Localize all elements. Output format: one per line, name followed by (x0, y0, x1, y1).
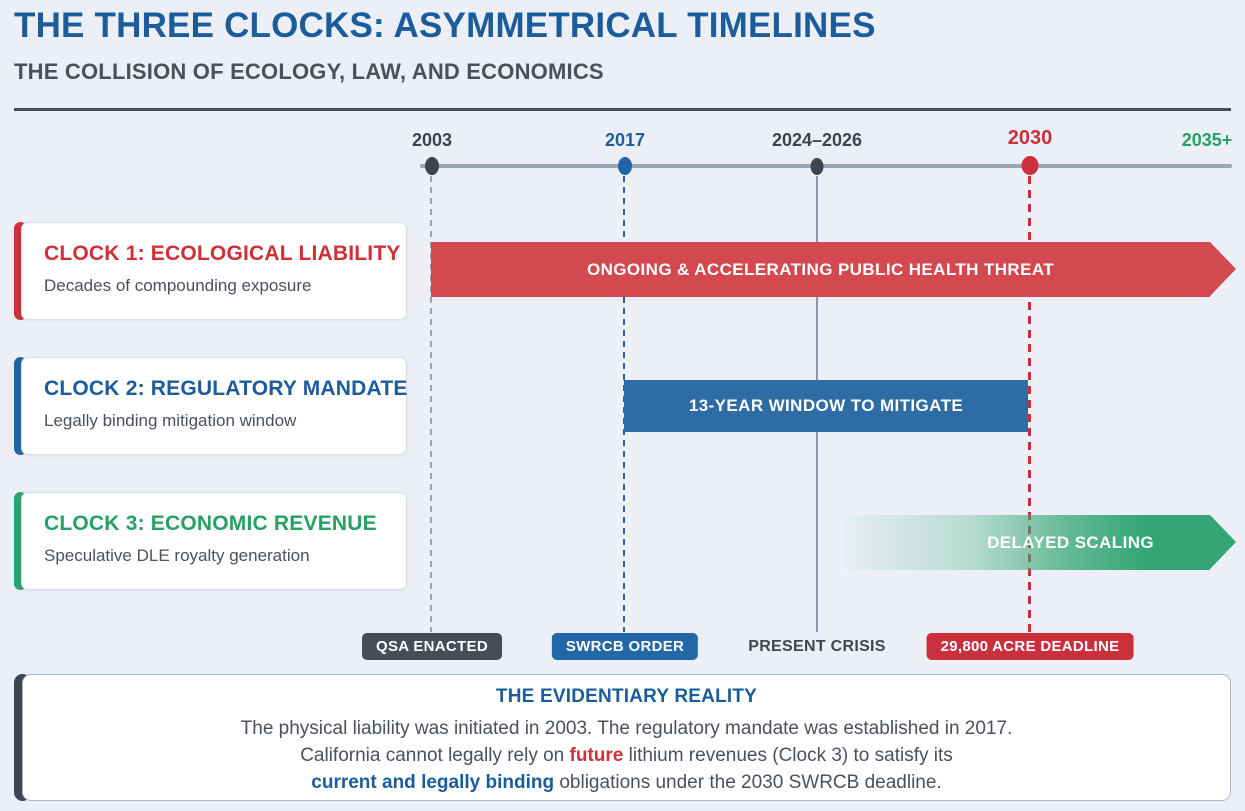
tick-label-2035-plus: 2035+ (1181, 130, 1233, 150)
clock1-title: CLOCK 1: ECOLOGICAL LIABILITY (44, 242, 401, 265)
clock1-bar-label: ONGOING & ACCELERATING PUBLIC HEALTH THR… (586, 259, 1055, 279)
tick-label-2003: 2003 (411, 130, 453, 150)
evidence-line-1: The physical liability was initiated in … (240, 718, 1013, 739)
evidence-box-body: THE EVIDENTIARY REALITY The physical lia… (22, 674, 1231, 801)
gridline-2003 (430, 176, 432, 632)
clock2-card: CLOCK 2: REGULATORY MANDATE Legally bind… (14, 357, 407, 455)
evidence-line2-pre: California cannot legally rely on (300, 745, 570, 766)
clock3-card: CLOCK 3: ECONOMIC REVENUE Speculative DL… (14, 492, 407, 590)
clock3-card-body: CLOCK 3: ECONOMIC REVENUE Speculative DL… (21, 492, 407, 590)
clock2-subtitle: Legally binding mitigation window (44, 411, 297, 430)
clock1-subtitle: Decades of compounding exposure (44, 276, 312, 295)
tick-label-2030: 2030 (1007, 127, 1053, 149)
clock3-bar-label: DELAYED SCALING (987, 532, 1154, 552)
evidence-line-2: California cannot legally rely on future… (23, 742, 1230, 769)
evidence-line2-post: lithium revenues (Clock 3) to satisfy it… (623, 745, 953, 766)
evidence-line3-highlight: current and legally binding (311, 772, 555, 793)
clock1-arrowhead-icon (1210, 242, 1236, 296)
clock2-bar-label: 13-YEAR WINDOW TO MITIGATE (688, 396, 964, 415)
evidence-line2-highlight: future (569, 745, 624, 766)
timeline-axis (420, 164, 1232, 168)
page-title: THE THREE CLOCKS: ASYMMETRICAL TIMELINES (14, 6, 876, 45)
milestone-badge-acre-deadline: 29,800 ACRE DEADLINE (926, 633, 1134, 660)
clock2-timeline-bar: 13-YEAR WINDOW TO MITIGATE (624, 380, 1028, 432)
timeline-dot-2017 (618, 157, 632, 175)
clock3-title: CLOCK 3: ECONOMIC REVENUE (44, 512, 377, 535)
clock1-card-body: CLOCK 1: ECOLOGICAL LIABILITY Decades of… (21, 222, 407, 320)
tick-label-2024-2026: 2024–2026 (771, 130, 863, 150)
page-subtitle: THE COLLISION OF ECOLOGY, LAW, AND ECONO… (14, 59, 604, 84)
clock1-timeline-bar: ONGOING & ACCELERATING PUBLIC HEALTH THR… (431, 242, 1210, 297)
clock2-card-body: CLOCK 2: REGULATORY MANDATE Legally bind… (21, 357, 407, 455)
tick-label-2017: 2017 (604, 130, 646, 150)
clock1-card: CLOCK 1: ECOLOGICAL LIABILITY Decades of… (14, 222, 407, 320)
timeline-dot-2024-2026 (810, 158, 824, 175)
timeline-dot-2003 (425, 157, 439, 175)
clock3-arrowhead-icon (1210, 515, 1236, 569)
evidence-box: THE EVIDENTIARY REALITY The physical lia… (14, 674, 1231, 801)
milestone-badge-swrcb-order: SWRCB ORDER (551, 633, 699, 660)
clock2-title: CLOCK 2: REGULATORY MANDATE (44, 377, 408, 400)
evidence-title: THE EVIDENTIARY REALITY (495, 686, 758, 707)
timeline-dot-2030 (1021, 156, 1039, 175)
milestone-badge-qsa-enacted: QSA ENACTED (362, 633, 502, 660)
evidence-line3-post: obligations under the 2030 SWRCB deadlin… (554, 772, 942, 793)
header-divider (14, 108, 1231, 111)
milestone-label-present-crisis: PRESENT CRISIS (748, 638, 886, 655)
evidence-line-3: current and legally binding obligations … (23, 769, 1230, 796)
clock3-subtitle: Speculative DLE royalty generation (44, 546, 310, 565)
clock3-timeline-bar: DELAYED SCALING (845, 515, 1210, 570)
gridline-2030 (1028, 176, 1031, 632)
